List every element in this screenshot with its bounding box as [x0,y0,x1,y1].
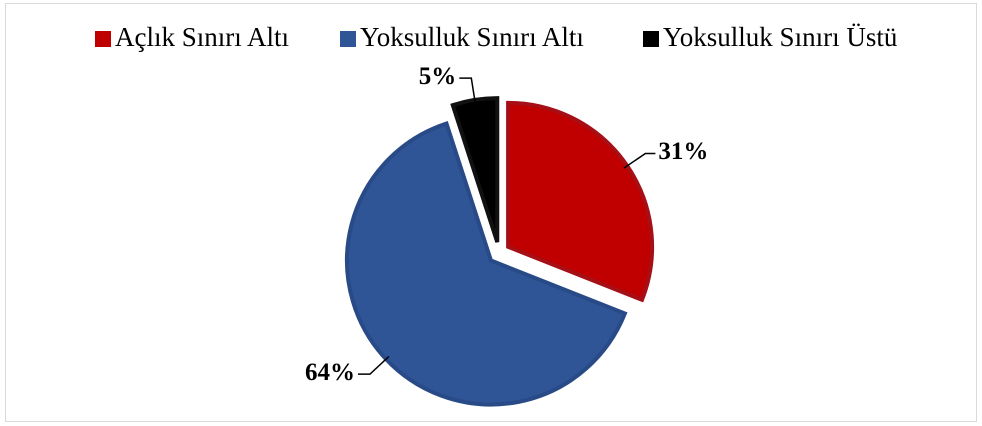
leader-line [623,152,656,169]
legend-label: Yoksulluk Sınırı Üstü [663,22,898,52]
data-label: 5% [419,63,457,90]
legend-label: Açlık Sınırı Altı [115,22,289,52]
data-label: 64% [305,359,355,386]
leader-line [357,355,390,375]
legend-swatch [95,31,111,47]
data-label: 31% [658,138,708,165]
legend-swatch [340,31,356,47]
legend-label: Yoksulluk Sınırı Altı [360,22,584,52]
leader-line [459,77,477,104]
legend-swatch [643,31,659,47]
